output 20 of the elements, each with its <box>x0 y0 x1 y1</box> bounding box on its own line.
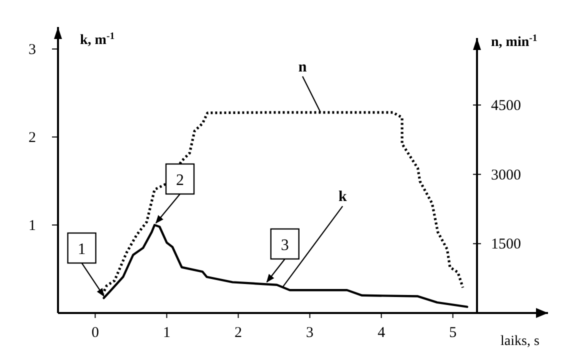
annotation: 3 <box>280 236 289 254</box>
y-tick-label: 3 <box>28 42 36 58</box>
y-axis-title: k, m$^{-1}$ <box>80 30 115 48</box>
x-tick-label: 0 <box>91 325 99 341</box>
x-tick-label: 4 <box>378 325 386 341</box>
y2-axis-title: n, min$^{-1}$ <box>491 32 538 50</box>
text: k <box>338 189 348 206</box>
annotation: 1 <box>78 241 86 258</box>
y2-tick-label: 3000 <box>491 167 521 184</box>
y2-tick-label: 4500 <box>491 98 521 114</box>
y-tick-label: 2 <box>28 130 36 146</box>
text: n <box>298 59 308 76</box>
x-tick-label: 1 <box>162 325 170 341</box>
annotation: 2 <box>176 172 184 189</box>
y2-tick-label: 1500 <box>491 236 521 253</box>
x-tick-label: 3 <box>306 325 314 341</box>
x-tick-label: 5 <box>449 325 457 341</box>
x-tick-label: 2 <box>234 325 242 341</box>
x-axis-title: laiks, s <box>500 334 540 349</box>
y-tick-label: 1 <box>28 218 36 234</box>
